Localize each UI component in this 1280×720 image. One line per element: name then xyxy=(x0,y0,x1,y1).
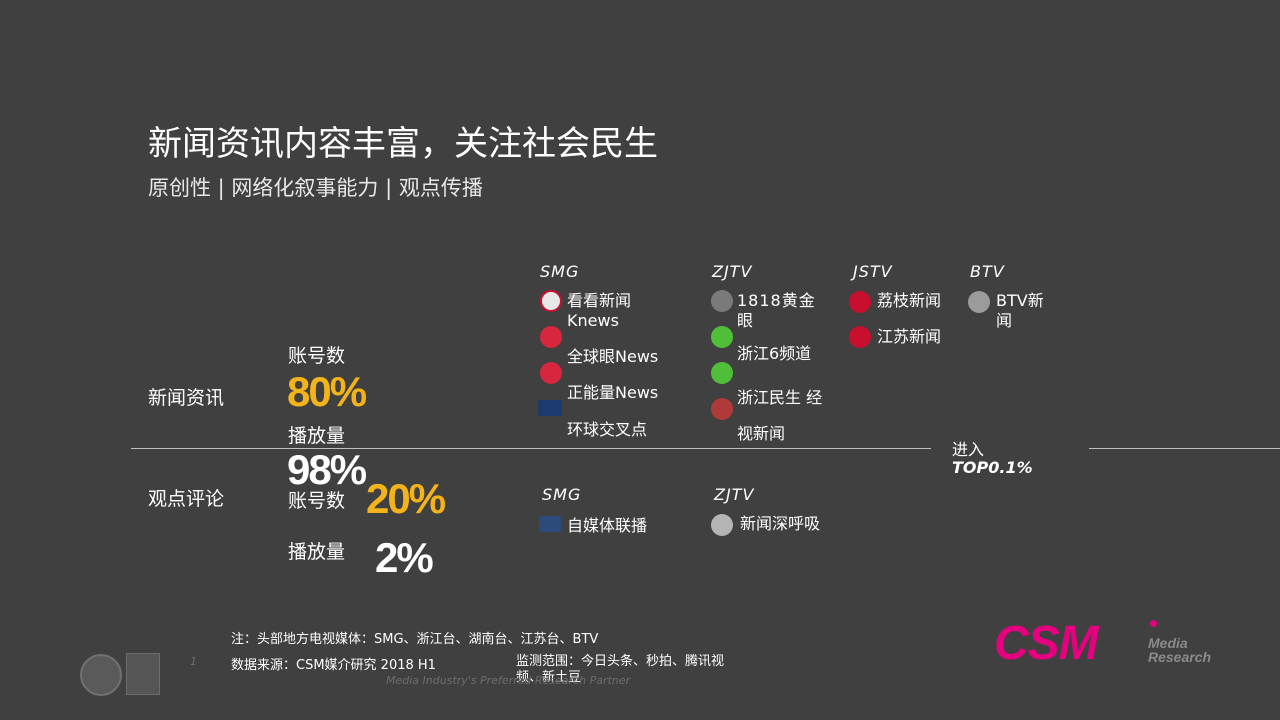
zj6-logo-icon xyxy=(711,326,733,348)
account-lizhi: 荔枝新闻 xyxy=(877,291,942,310)
top-note-line2: TOP0.1% xyxy=(952,458,1033,477)
opinion-plays-label: 播放量 xyxy=(288,541,346,563)
registered-mark-icon xyxy=(1150,620,1157,627)
csm-logo: CSM xyxy=(994,617,1099,670)
deep-breath-logo-icon xyxy=(711,514,733,536)
crossing-point-logo-icon xyxy=(538,400,562,416)
opinion-accounts-value: 20% xyxy=(366,475,446,522)
js-news-logo-icon xyxy=(849,326,871,348)
brand-research: Research xyxy=(1148,649,1212,665)
page-subtitle: 原创性 | 网络化叙事能力 | 观点传播 xyxy=(148,176,483,200)
row-label-news: 新闻资讯 xyxy=(148,387,225,409)
account-positive-energy: 正能量News xyxy=(567,383,659,402)
page-number: 1 xyxy=(190,655,197,668)
account-js-news: 江苏新闻 xyxy=(877,327,942,346)
account-crossing-point: 环球交叉点 xyxy=(567,420,648,439)
global-eye-logo-icon xyxy=(540,326,562,348)
footer-source: 数据来源：CSM媒介研究 2018 H1 xyxy=(231,658,436,673)
row-divider-right xyxy=(1089,448,1280,449)
page-title: 新闻资讯内容丰富，关注社会民生 xyxy=(148,124,658,164)
footer-note: 注：头部地方电视媒体：SMG、浙江台、湖南台、江苏台、BTV xyxy=(231,632,599,647)
news-plays-label: 播放量 xyxy=(288,425,346,447)
opinion-plays-value: 2% xyxy=(375,534,434,581)
ukas-badge-icon xyxy=(126,653,160,695)
row-divider-left xyxy=(131,448,931,449)
top-note-line1: 进入 xyxy=(952,440,985,459)
footer-slogan: Media Industry's Preferred Research Part… xyxy=(386,674,631,687)
account-zj6: 浙江6频道 xyxy=(737,344,812,363)
account-knews: 看看新闻Knews xyxy=(567,291,632,330)
account-btv-news: BTV新闻 xyxy=(996,291,1044,330)
jingshi-logo-icon xyxy=(711,398,733,420)
group-head-smg: SMG xyxy=(540,262,580,281)
group-head-zjtv: ZJTV xyxy=(712,262,753,281)
account-global-eye: 全球眼News xyxy=(567,347,659,366)
account-zj-minsheng: 浙江民生 经视新闻 xyxy=(737,388,823,443)
brand-media: Media xyxy=(1148,635,1188,651)
row-label-opinion: 观点评论 xyxy=(148,488,225,510)
positive-energy-logo-icon xyxy=(540,362,562,384)
opinion-accounts-label: 账号数 xyxy=(288,490,346,512)
footer-scope: 监测范围：今日头条、秒拍、腾讯视频、新土豆 xyxy=(516,654,725,685)
group-head-btv: BTV xyxy=(970,262,1005,281)
news-accounts-value: 80% xyxy=(287,368,367,415)
account-deep-breath: 新闻深呼吸 xyxy=(740,514,821,533)
golden-eye-logo-icon xyxy=(711,290,733,312)
group-head-zjtv-opinion: ZJTV xyxy=(714,485,755,504)
certification-badge-icon xyxy=(80,654,122,696)
group-head-jstv: JSTV xyxy=(853,262,893,281)
account-golden-eye: 1818黄金眼 xyxy=(737,291,816,330)
btv-logo-icon xyxy=(968,291,990,313)
news-accounts-label: 账号数 xyxy=(288,345,346,367)
news-plays-value: 98% xyxy=(287,446,367,493)
account-zimeiti: 自媒体联播 xyxy=(567,516,648,535)
group-head-smg-opinion: SMG xyxy=(542,485,582,504)
zimeiti-logo-icon xyxy=(539,516,561,532)
zj-minsheng-logo-icon xyxy=(711,362,733,384)
lizhi-logo-icon xyxy=(849,291,871,313)
knews-logo-icon xyxy=(540,290,562,312)
